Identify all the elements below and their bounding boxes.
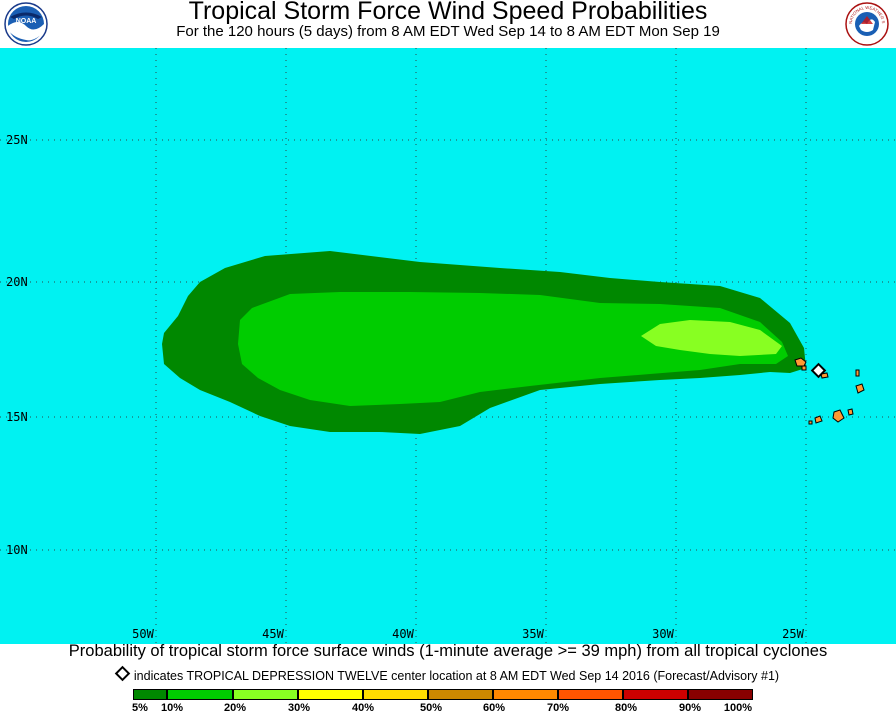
footer: Probability of tropical storm force surf… bbox=[0, 642, 896, 716]
cape-verde-islands bbox=[794, 357, 865, 425]
legend-label-100: 100% bbox=[723, 702, 753, 714]
legend-swatch-5-10 bbox=[133, 689, 167, 700]
lon-label-35w: 35W bbox=[522, 627, 544, 641]
island-fogo bbox=[814, 415, 823, 424]
legend-swatch-70-80 bbox=[558, 689, 623, 700]
legend-swatch-50-60 bbox=[428, 689, 493, 700]
island-maio bbox=[847, 408, 854, 416]
legend-label-10: 10% bbox=[160, 702, 184, 714]
center-indicator-note: indicates TROPICAL DEPRESSION TWELVE cen… bbox=[0, 665, 896, 683]
legend-label-5: 5% bbox=[132, 702, 148, 714]
legend-label-20: 20% bbox=[223, 702, 247, 714]
legend-swatch-10-20 bbox=[167, 689, 233, 700]
nws-logo: NATIONAL WEATHER SERVICE bbox=[843, 0, 889, 46]
legend-label-50: 50% bbox=[419, 702, 443, 714]
legend-swatch-30-40 bbox=[298, 689, 363, 700]
page-subtitle: For the 120 hours (5 days) from 8 AM EDT… bbox=[176, 23, 720, 40]
legend-label-70: 70% bbox=[546, 702, 570, 714]
legend-label-60: 60% bbox=[482, 702, 506, 714]
lon-label-50w: 50W bbox=[132, 627, 154, 641]
contour-10-percent bbox=[238, 292, 788, 406]
legend-swatch-60-70 bbox=[493, 689, 558, 700]
island-santo-antao bbox=[794, 357, 807, 367]
lat-label-25n: 25N bbox=[6, 133, 28, 147]
legend-swatch-20-30 bbox=[233, 689, 298, 700]
legend-label-80: 80% bbox=[614, 702, 638, 714]
map-canvas: 25N 20N 15N 10N 50W 45W 40W 35W 30W 25W bbox=[0, 48, 896, 644]
diamond-icon bbox=[114, 665, 131, 682]
map-caption: Probability of tropical storm force surf… bbox=[68, 642, 828, 660]
island-sao-vicente bbox=[801, 365, 807, 371]
island-sal bbox=[855, 369, 860, 377]
island-sao-nicolau bbox=[820, 372, 829, 379]
storm-center-diamond-icon bbox=[810, 362, 827, 379]
noaa-logo: NOAA bbox=[4, 2, 48, 46]
lon-label-40w: 40W bbox=[392, 627, 414, 641]
probability-map: 25N 20N 15N 10N 50W 45W 40W 35W 30W 25W bbox=[0, 48, 896, 644]
lat-label-10n: 10N bbox=[6, 543, 28, 557]
lon-label-30w: 30W bbox=[652, 627, 674, 641]
contour-20-percent bbox=[641, 320, 782, 356]
page-title: Tropical Storm Force Wind Speed Probabil… bbox=[188, 0, 708, 25]
lon-label-45w: 45W bbox=[262, 627, 284, 641]
legend-label-90: 90% bbox=[678, 702, 702, 714]
center-indicator-text: indicates TROPICAL DEPRESSION TWELVE cen… bbox=[133, 669, 780, 683]
island-brava bbox=[808, 420, 813, 425]
lat-label-20n: 20N bbox=[6, 275, 28, 289]
lat-label-15n: 15N bbox=[6, 410, 28, 424]
legend-swatch-90-100 bbox=[688, 689, 753, 700]
legend-swatch-40-50 bbox=[363, 689, 428, 700]
island-santiago bbox=[832, 409, 845, 423]
island-boa-vista bbox=[855, 383, 865, 394]
svg-text:NOAA: NOAA bbox=[16, 18, 37, 25]
probability-legend: 5% 10% 20% 30% 40% 50% 60% 70% 80% 90% 1… bbox=[0, 689, 896, 716]
legend-swatch-80-90 bbox=[623, 689, 688, 700]
legend-label-40: 40% bbox=[351, 702, 375, 714]
header: NOAA Tropical Storm Force Wind Speed Pro… bbox=[0, 0, 896, 48]
lon-label-25w: 25W bbox=[782, 627, 804, 641]
legend-label-30: 30% bbox=[287, 702, 311, 714]
